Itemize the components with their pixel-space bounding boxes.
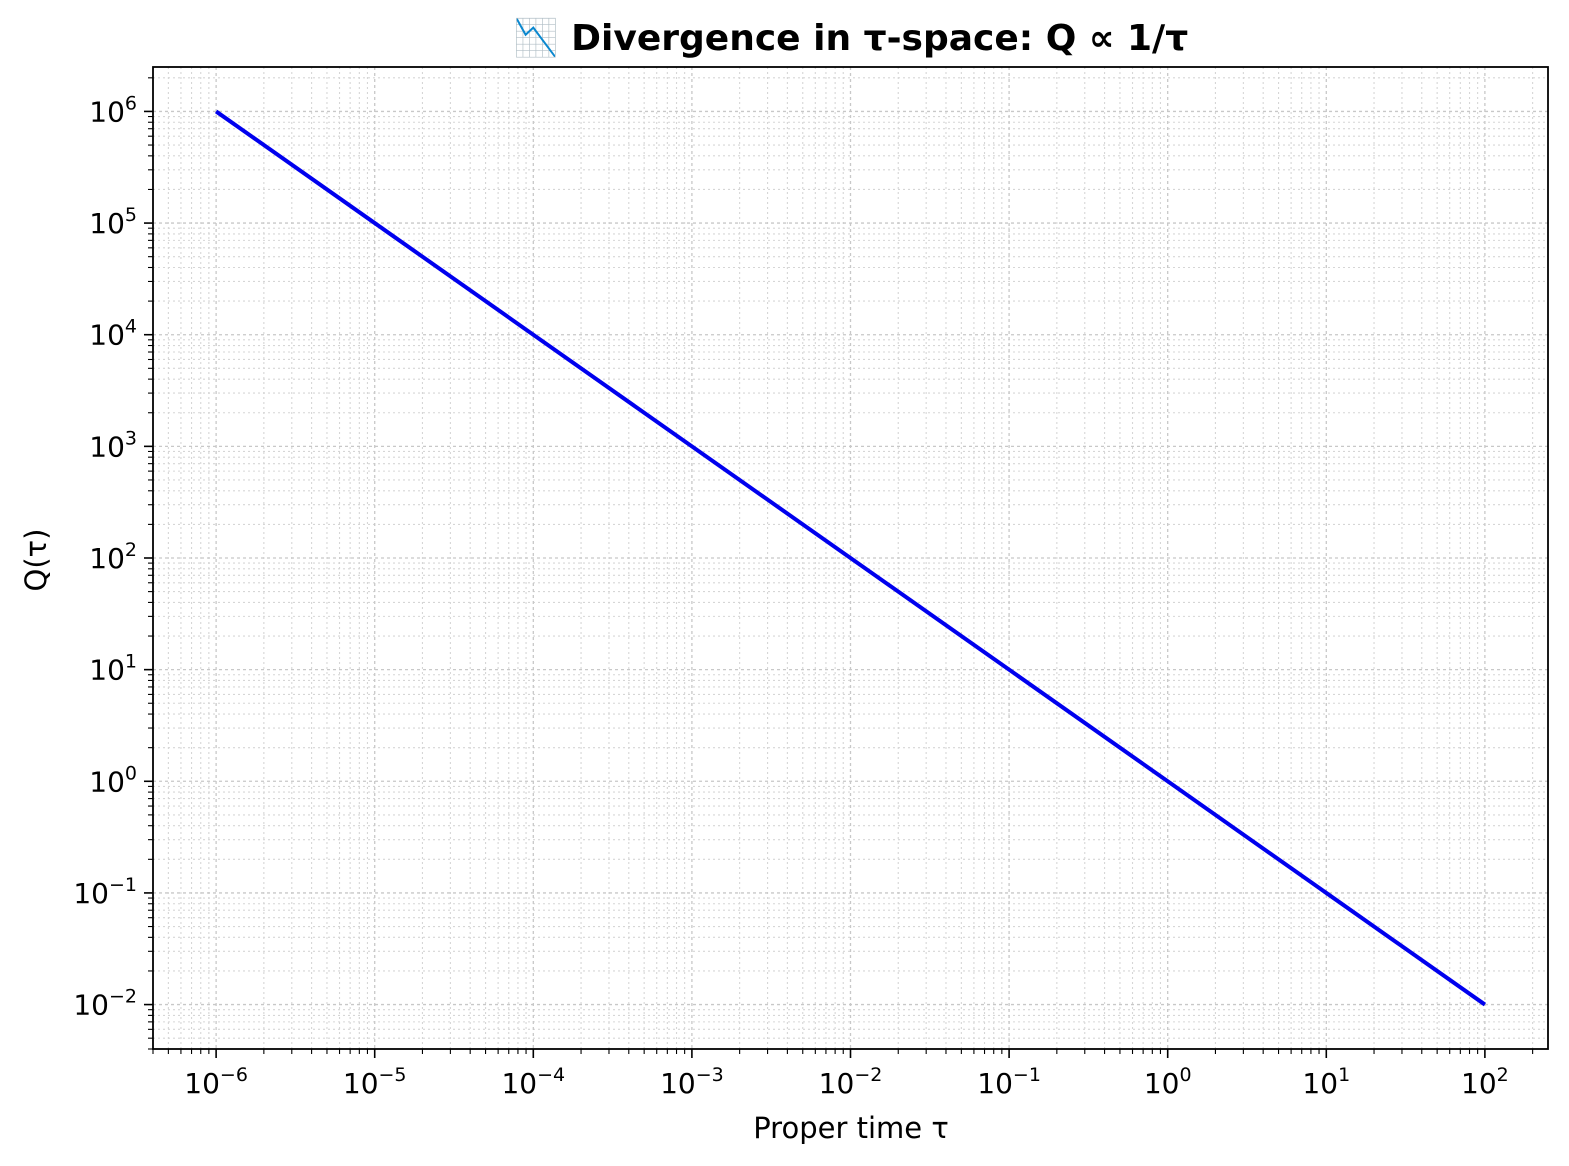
x-tick-label: 10−4 [501, 1064, 565, 1100]
x-tick-label: 102 [1461, 1064, 1509, 1100]
y-tick-label: 106 [89, 92, 137, 128]
x-tick-label: 10−1 [977, 1064, 1041, 1100]
y-tick-labels: 106 105 104 103 102 101 100 10−1 10−2 [73, 92, 137, 1021]
y-tick-label: 10−1 [73, 874, 137, 910]
y-tick-label: 103 [89, 427, 137, 463]
x-tick-labels: 10−6 10−5 10−4 10−3 10−2 10−1 100 101 102 [184, 1064, 1508, 1100]
y-tick-label: 10−2 [73, 986, 137, 1022]
series-layer [214, 109, 1487, 1007]
axis-ticks [144, 77, 1534, 1058]
x-tick-label: 10−2 [819, 1064, 883, 1100]
x-tick-label: 100 [1144, 1064, 1192, 1100]
x-tick-label: 101 [1302, 1064, 1350, 1100]
y-axis-label: Q(τ) [19, 529, 53, 592]
series-line-0 [214, 109, 1487, 1007]
y-tick-label: 101 [89, 651, 137, 687]
x-tick-label: 10−3 [660, 1064, 724, 1100]
x-tick-label: 10−5 [343, 1064, 407, 1100]
y-tick-label: 102 [89, 539, 137, 575]
x-axis-label: Proper time τ [753, 1111, 949, 1145]
chart-title: 📉 Divergence in τ-space: Q ∝ 1/τ [514, 17, 1188, 59]
x-tick-label: 10−6 [184, 1064, 248, 1100]
y-tick-label: 105 [89, 204, 137, 240]
y-tick-label: 104 [89, 316, 137, 352]
y-tick-label: 100 [89, 762, 137, 798]
major-grid [153, 67, 1548, 1049]
